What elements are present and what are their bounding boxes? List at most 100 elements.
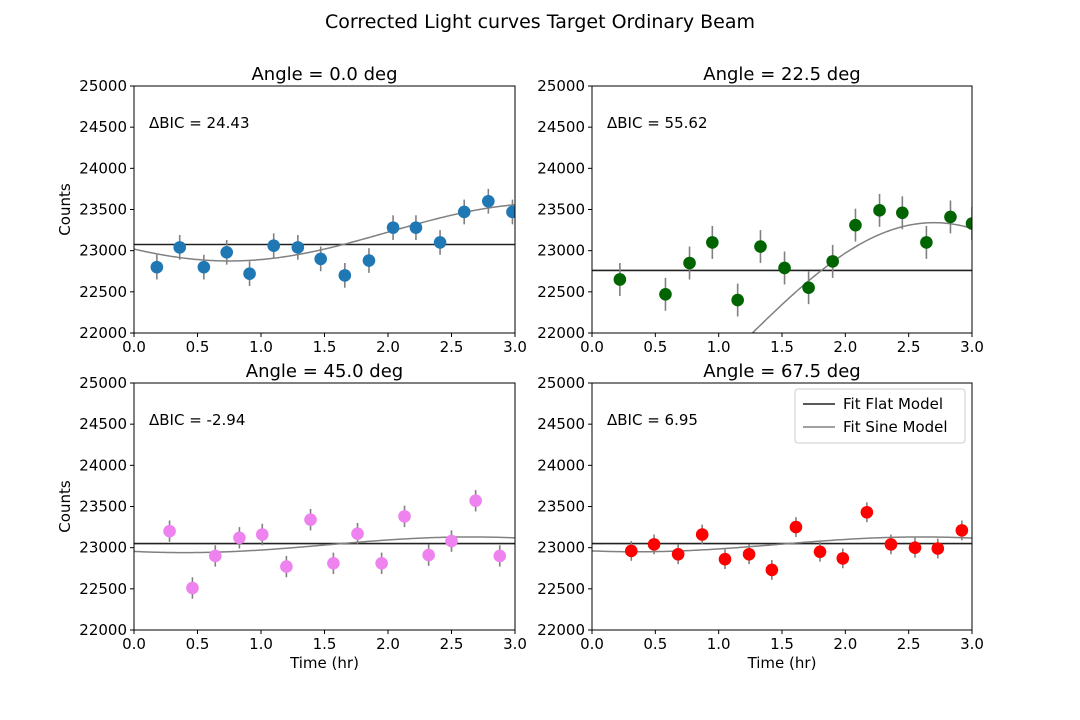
data-point [826,255,839,268]
sine-model-curve [751,221,972,333]
x-axis-label: Time (hr) [747,654,817,672]
data-point [327,557,340,570]
data-point [813,545,827,559]
data-point [695,528,709,541]
x-tick-label: 2.0 [833,635,857,653]
x-tick-label: 1.5 [313,338,337,356]
x-tick-label: 1.5 [770,635,794,653]
axes-frame [591,382,973,631]
data-point [802,281,815,295]
data-point [493,549,507,563]
sine-model-curve [134,536,515,554]
data-point [243,267,256,281]
y-tick-label: 22000 [537,621,585,639]
y-tick-label: 22500 [79,283,127,301]
legend-box [794,388,966,444]
data-point [304,513,317,526]
data-point [965,217,972,230]
data-point [683,256,696,270]
x-tick-label: 1.5 [770,338,794,356]
data-point [351,527,364,540]
x-tick-label: 0.0 [580,338,604,356]
data-point [860,505,874,519]
y-axis-label: Counts [56,183,74,236]
data-point [233,531,246,545]
data-point [314,252,327,266]
data-point [920,236,933,249]
data-point [754,240,767,253]
data-point [613,273,627,286]
y-tick-label: 22500 [537,580,585,598]
x-tick-label: 1.0 [249,338,273,356]
data-point [280,560,293,573]
y-tick-label: 24500 [79,415,127,433]
data-point [896,206,909,220]
x-tick-label: 2.5 [440,635,464,653]
data-point [445,534,458,548]
data-point [398,510,411,523]
data-point [457,205,471,219]
x-tick-label: 1.5 [313,635,337,653]
data-point [482,194,495,208]
data-point [255,528,269,541]
data-point [375,557,388,570]
delta-bic-annotation: ΔBIC = -2.94 [149,411,245,429]
y-tick-label: 22000 [79,621,127,639]
x-tick-label: 3.0 [503,635,527,653]
x-tick-label: 1.0 [707,635,731,653]
legend: Fit Flat Model Fit Sine Model [794,388,966,444]
data-point [944,210,957,224]
data-point [338,269,352,282]
y-tick-label: 22000 [537,324,585,342]
axes-frame [591,85,973,334]
x-tick-label: 1.0 [249,635,273,653]
delta-bic-annotation: ΔBIC = 24.43 [149,114,250,132]
x-tick-label: 2.5 [897,635,921,653]
panel-title: Angle = 45.0 deg [246,361,403,382]
panel-title: Angle = 0.0 deg [251,64,397,85]
legend-flat-label: Fit Flat Model [843,395,943,413]
data-point [267,239,281,253]
data-point [836,552,850,565]
data-point [955,524,969,537]
data-point [150,260,164,274]
y-axis-label: Counts [56,480,74,533]
chart-panel: Angle = 67.5 deg 0.0 0.5 1.0 1.5 2.0 2.5 3.0 220… [537,361,984,672]
figure-title: Corrected Light curves Target Ordinary B… [325,11,755,33]
x-tick-label: 2.5 [897,338,921,356]
data-point [931,542,945,555]
y-tick-label: 25000 [79,374,127,392]
data-point [731,293,744,307]
data-point [671,547,685,561]
plot-area [592,193,972,333]
panel-title: Angle = 67.5 deg [703,361,860,382]
x-tick-label: 0.5 [186,338,210,356]
data-point [208,549,222,563]
x-tick-label: 3.0 [960,635,984,653]
y-tick-label: 23500 [79,201,127,219]
delta-bic-annotation: ΔBIC = 55.62 [607,114,708,132]
y-tick-label: 24000 [79,159,127,177]
data-point [469,494,482,508]
y-tick-label: 25000 [537,374,585,392]
y-tick-label: 25000 [537,77,585,95]
panels: Angle = 0.0 deg 0.0 0.5 1.0 1.5 2.0 2.5 3.0 2200… [56,64,984,672]
data-point [789,520,803,534]
y-tick-label: 24000 [537,456,585,474]
y-tick-label: 22000 [79,324,127,342]
data-point [624,544,638,558]
sine-model-curve [592,536,972,553]
y-tick-label: 23000 [537,539,585,557]
data-point [873,204,886,217]
panel-title: Angle = 22.5 deg [703,64,860,85]
x-tick-label: 0.5 [186,635,210,653]
sine-model-curve [134,203,515,262]
data-point [706,236,719,249]
x-tick-label: 1.0 [707,338,731,356]
chart-panel: Angle = 45.0 deg 0.0 0.5 1.0 1.5 2.0 2.5 3.0 220… [56,361,527,672]
x-tick-label: 3.0 [960,338,984,356]
data-point [659,288,672,301]
delta-bic-annotation: ΔBIC = 6.95 [607,411,698,429]
x-tick-label: 2.5 [440,338,464,356]
y-tick-label: 24500 [537,118,585,136]
